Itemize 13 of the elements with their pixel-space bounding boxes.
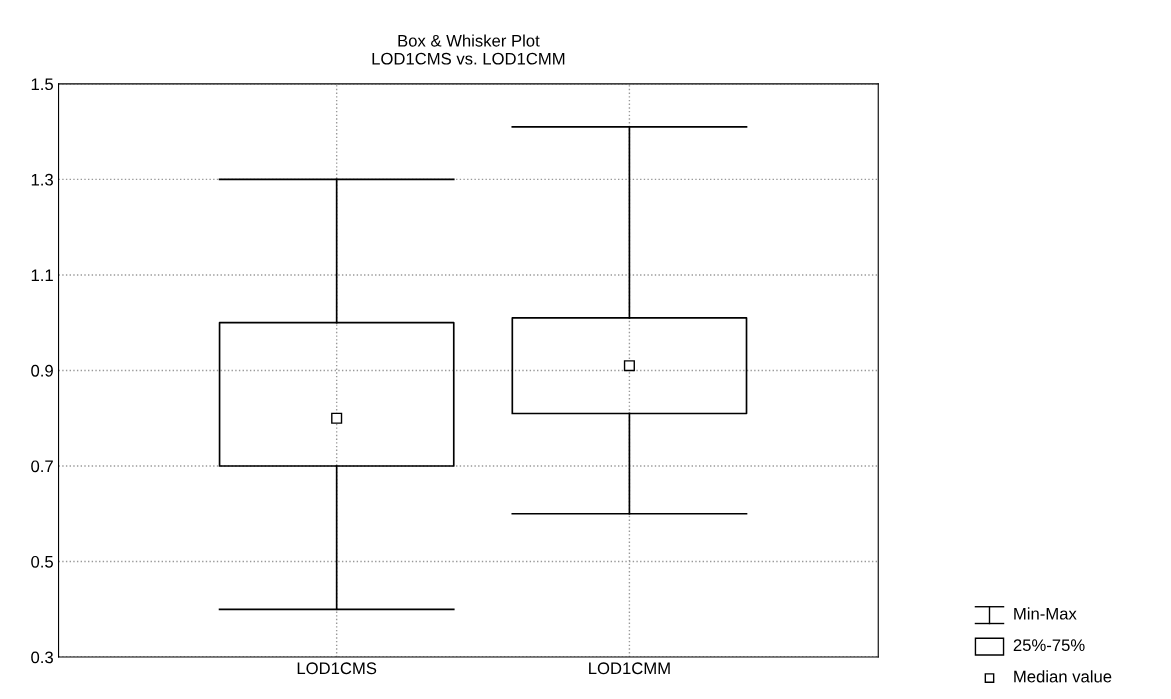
text: Median value	[1014, 670, 1112, 683]
chart-title: Box & Whisker Plot LOD1CMS vs. LOD1CMM	[372, 34, 565, 65]
y-tick-label: 1.3	[31, 173, 53, 186]
y-tick-label: 1.1	[31, 269, 53, 281]
y-tick-label: 1.5	[31, 78, 53, 91]
text: Min-Max	[1014, 607, 1077, 620]
y-tick-label: 0.9	[31, 364, 53, 377]
y-tick-label: 0.5	[31, 555, 53, 568]
x-tick-label: LOD1CMS	[297, 662, 377, 675]
y-tick-label: 0.3	[31, 651, 53, 664]
x-tick-label: LOD1CMM	[589, 662, 670, 675]
y-tick-label: 0.7	[31, 460, 53, 473]
text: 25%-75%	[1013, 639, 1085, 652]
